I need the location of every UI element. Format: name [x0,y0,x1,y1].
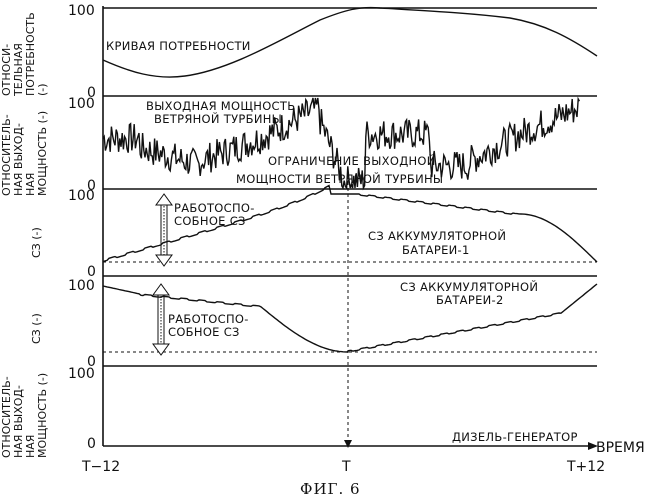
wind-ylabel: ОТНОСИТЕЛЬ- НАЯ ВЫХОД- НАЯ МОЩНОСТЬ (-) [0,111,49,196]
demand-tick-100: 100 [68,3,95,19]
figure-caption: ФИГ. 6 [300,480,361,498]
battery2-ylabel: СЗ (-) [30,313,43,344]
x-axis-label: ВРЕМЯ [596,440,645,456]
battery2-tick-100: 100 [68,278,95,294]
diesel-ylabel: ОТНОСИТЕЛЬ- НАЯ ВЫХОД- НАЯ МОЩНОСТЬ (-) [0,373,49,458]
battery2-soc-label: СЗ АККУМУЛЯТОРНОЙ БАТАРЕИ-2 [400,279,542,307]
battery2-usable-arrow-icon [153,284,169,355]
x-tick-t-plus-12: T+12 [566,459,605,475]
battery1-soc-label: СЗ АККУМУЛЯТОРНОЙ БАТАРЕИ-1 [368,228,510,257]
diesel-tick-0: 0 [87,436,96,452]
x-tick-t: T [341,459,351,475]
demand-ylabel: ОТНОСИ- ТЕЛЬНАЯ ПОТРЕБНОСТЬ (-) [0,9,49,97]
x-tick-t-minus-12: T−12 [81,459,120,475]
battery1-ylabel: СЗ (-) [30,227,43,258]
battery1-usable-arrow-icon [156,194,172,266]
diesel-label: ДИЗЕЛЬ-ГЕНЕРАТОР [452,430,578,444]
demand-curve-label: КРИВАЯ ПОТРЕБНОСТИ [106,39,251,53]
diesel-tick-100: 100 [68,366,95,382]
wind-output-label: ВЫХОДНАЯ МОЩНОСТЬ ВЕТРЯНОЙ ТУРБИНЫ [146,99,299,126]
battery1-usable-label: РАБОТОСПО- СОБНОЕ СЗ [174,201,259,228]
battery2-usable-label: РАБОТОСПО- СОБНОЕ СЗ [168,312,253,339]
wind-tick-100: 100 [68,96,95,112]
battery1-tick-100: 100 [68,188,95,204]
